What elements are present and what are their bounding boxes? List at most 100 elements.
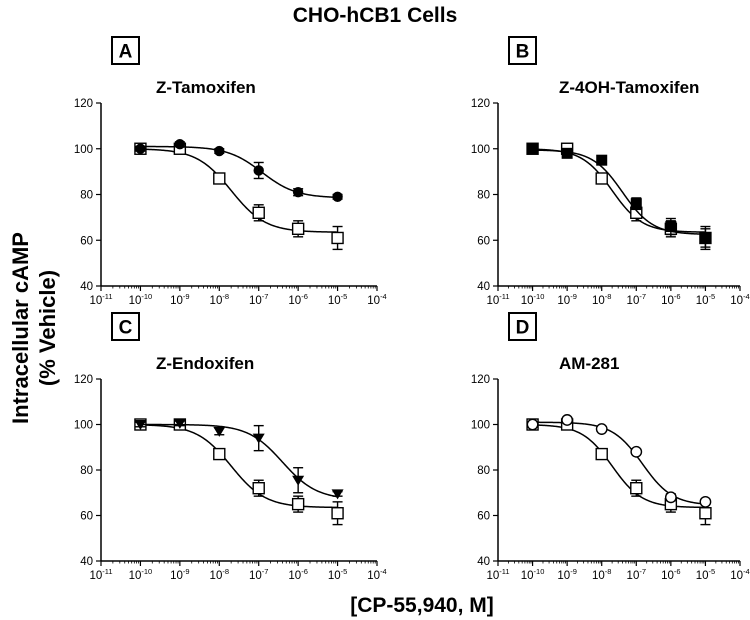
x-tick-label: 10-9 [170,567,189,582]
x-tick-label: 10-9 [557,292,576,307]
data-point [173,418,186,429]
data-point [213,426,226,437]
x-tick-label: 10-8 [592,567,611,582]
panel-b: 40 60 80 100 120 10-11 10-10 10-9 10-8 10-7 10-6 10… [471,36,750,307]
fit-curve [140,424,338,509]
panel-c: 40 60 80 100 120 10-11 10-10 10-9 10-8 10-7 10-6 10… [74,312,387,582]
data-point [252,482,265,495]
y-tick-label: 100 [471,144,490,156]
data-point [561,147,573,159]
x-tick-label: 10-5 [696,567,715,582]
y-tick-label: 120 [74,98,93,110]
x-tick-label: 10-5 [328,292,347,307]
series-open-square [134,418,344,526]
x-tick-label: 10-6 [661,292,680,307]
data-point [630,198,642,210]
panel-letter: A [119,42,133,63]
data-point [213,447,226,461]
y-tick-label: 80 [80,465,93,477]
data-point [292,187,304,198]
x-tick-label: 10-5 [696,292,715,307]
figure-title: CHO-hCB1 Cells [293,4,458,27]
series-open-square [526,418,712,526]
data-point [527,143,539,155]
x-tick-label: 10-6 [288,292,307,307]
series-open-circle [526,414,712,508]
data-point [291,222,305,236]
panel-letter-box [508,312,537,341]
panel-title: Z-Tamoxifen [156,78,256,97]
x-tick-label: 10-7 [627,292,646,307]
data-point [253,165,264,176]
data-point [699,507,712,520]
x-tick-label: 10-4 [367,567,386,582]
data-point [699,495,712,508]
x-tick-label: 10-6 [288,567,307,582]
data-point [331,231,344,245]
fit-curve [532,421,706,505]
panel-letter: B [516,42,530,63]
x-tick-label: 10-8 [592,292,611,307]
data-point [630,445,643,458]
series-filled-square [527,143,711,248]
data-point [292,475,305,486]
data-point [331,489,344,500]
series-filled-triangle-down [134,418,344,500]
y-tick-label: 80 [477,465,490,477]
panel-d: 40 60 80 100 120 10-11 10-10 10-9 10-8 10-7 10-6 10… [471,312,750,582]
x-tick-label: 10-9 [170,292,189,307]
data-point [174,138,186,150]
y-axis-label-line2: (% Vehicle) [35,270,60,386]
x-tick-label: 10-11 [486,567,509,582]
panel-title: Z-4OH-Tamoxifen [559,78,699,97]
fit-curve [140,148,338,233]
y-tick-label: 40 [477,556,490,568]
x-tick-label: 10-4 [730,292,749,307]
y-axis-label-line1: Intracellular cAMP [8,232,33,424]
y-tick-label: 60 [80,235,93,247]
data-point [252,433,265,444]
y-tick-label: 80 [80,190,93,202]
data-point [595,423,608,435]
x-tick-label: 10-7 [627,567,646,582]
x-tick-label: 10-7 [249,567,268,582]
data-point [595,172,608,185]
data-point [213,172,226,185]
y-tick-label: 120 [471,98,490,110]
x-axis-label: [CP-55,940, M] [350,594,494,617]
fit-curve [532,148,706,233]
data-point [630,482,643,495]
data-point [664,491,677,504]
x-tick-label: 10-6 [661,567,680,582]
data-point [135,143,146,154]
y-tick-label: 40 [80,281,93,293]
panel-title: AM-281 [559,354,619,373]
data-point [332,191,343,202]
y-tick-label: 120 [74,374,93,386]
y-tick-label: 100 [74,144,93,156]
y-tick-label: 40 [477,281,490,293]
x-tick-label: 10-10 [521,292,545,307]
y-tick-label: 60 [80,511,93,523]
y-tick-label: 100 [471,420,490,432]
x-tick-label: 10-5 [328,567,347,582]
x-tick-label: 10-4 [367,292,386,307]
fit-curve [532,149,706,235]
fit-curve [140,145,338,199]
fit-curve [140,423,338,498]
x-tick-label: 10-9 [557,567,576,582]
data-point [214,145,225,157]
x-tick-label: 10-10 [521,567,545,582]
panel-letter-box [508,36,537,65]
series-filled-circle [135,138,343,202]
x-tick-label: 10-4 [730,567,749,582]
panel-title: Z-Endoxifen [156,354,254,373]
x-tick-label: 10-8 [210,567,229,582]
series-open-square [134,142,344,251]
panel-letter: D [516,318,530,339]
x-tick-label: 10-11 [89,567,112,582]
y-tick-label: 80 [477,190,490,202]
panel-a: 40 60 80 100 120 10-11 10-10 10-9 10-8 10-7 10-6 10… [74,36,387,307]
panel-letter-box [111,36,140,65]
